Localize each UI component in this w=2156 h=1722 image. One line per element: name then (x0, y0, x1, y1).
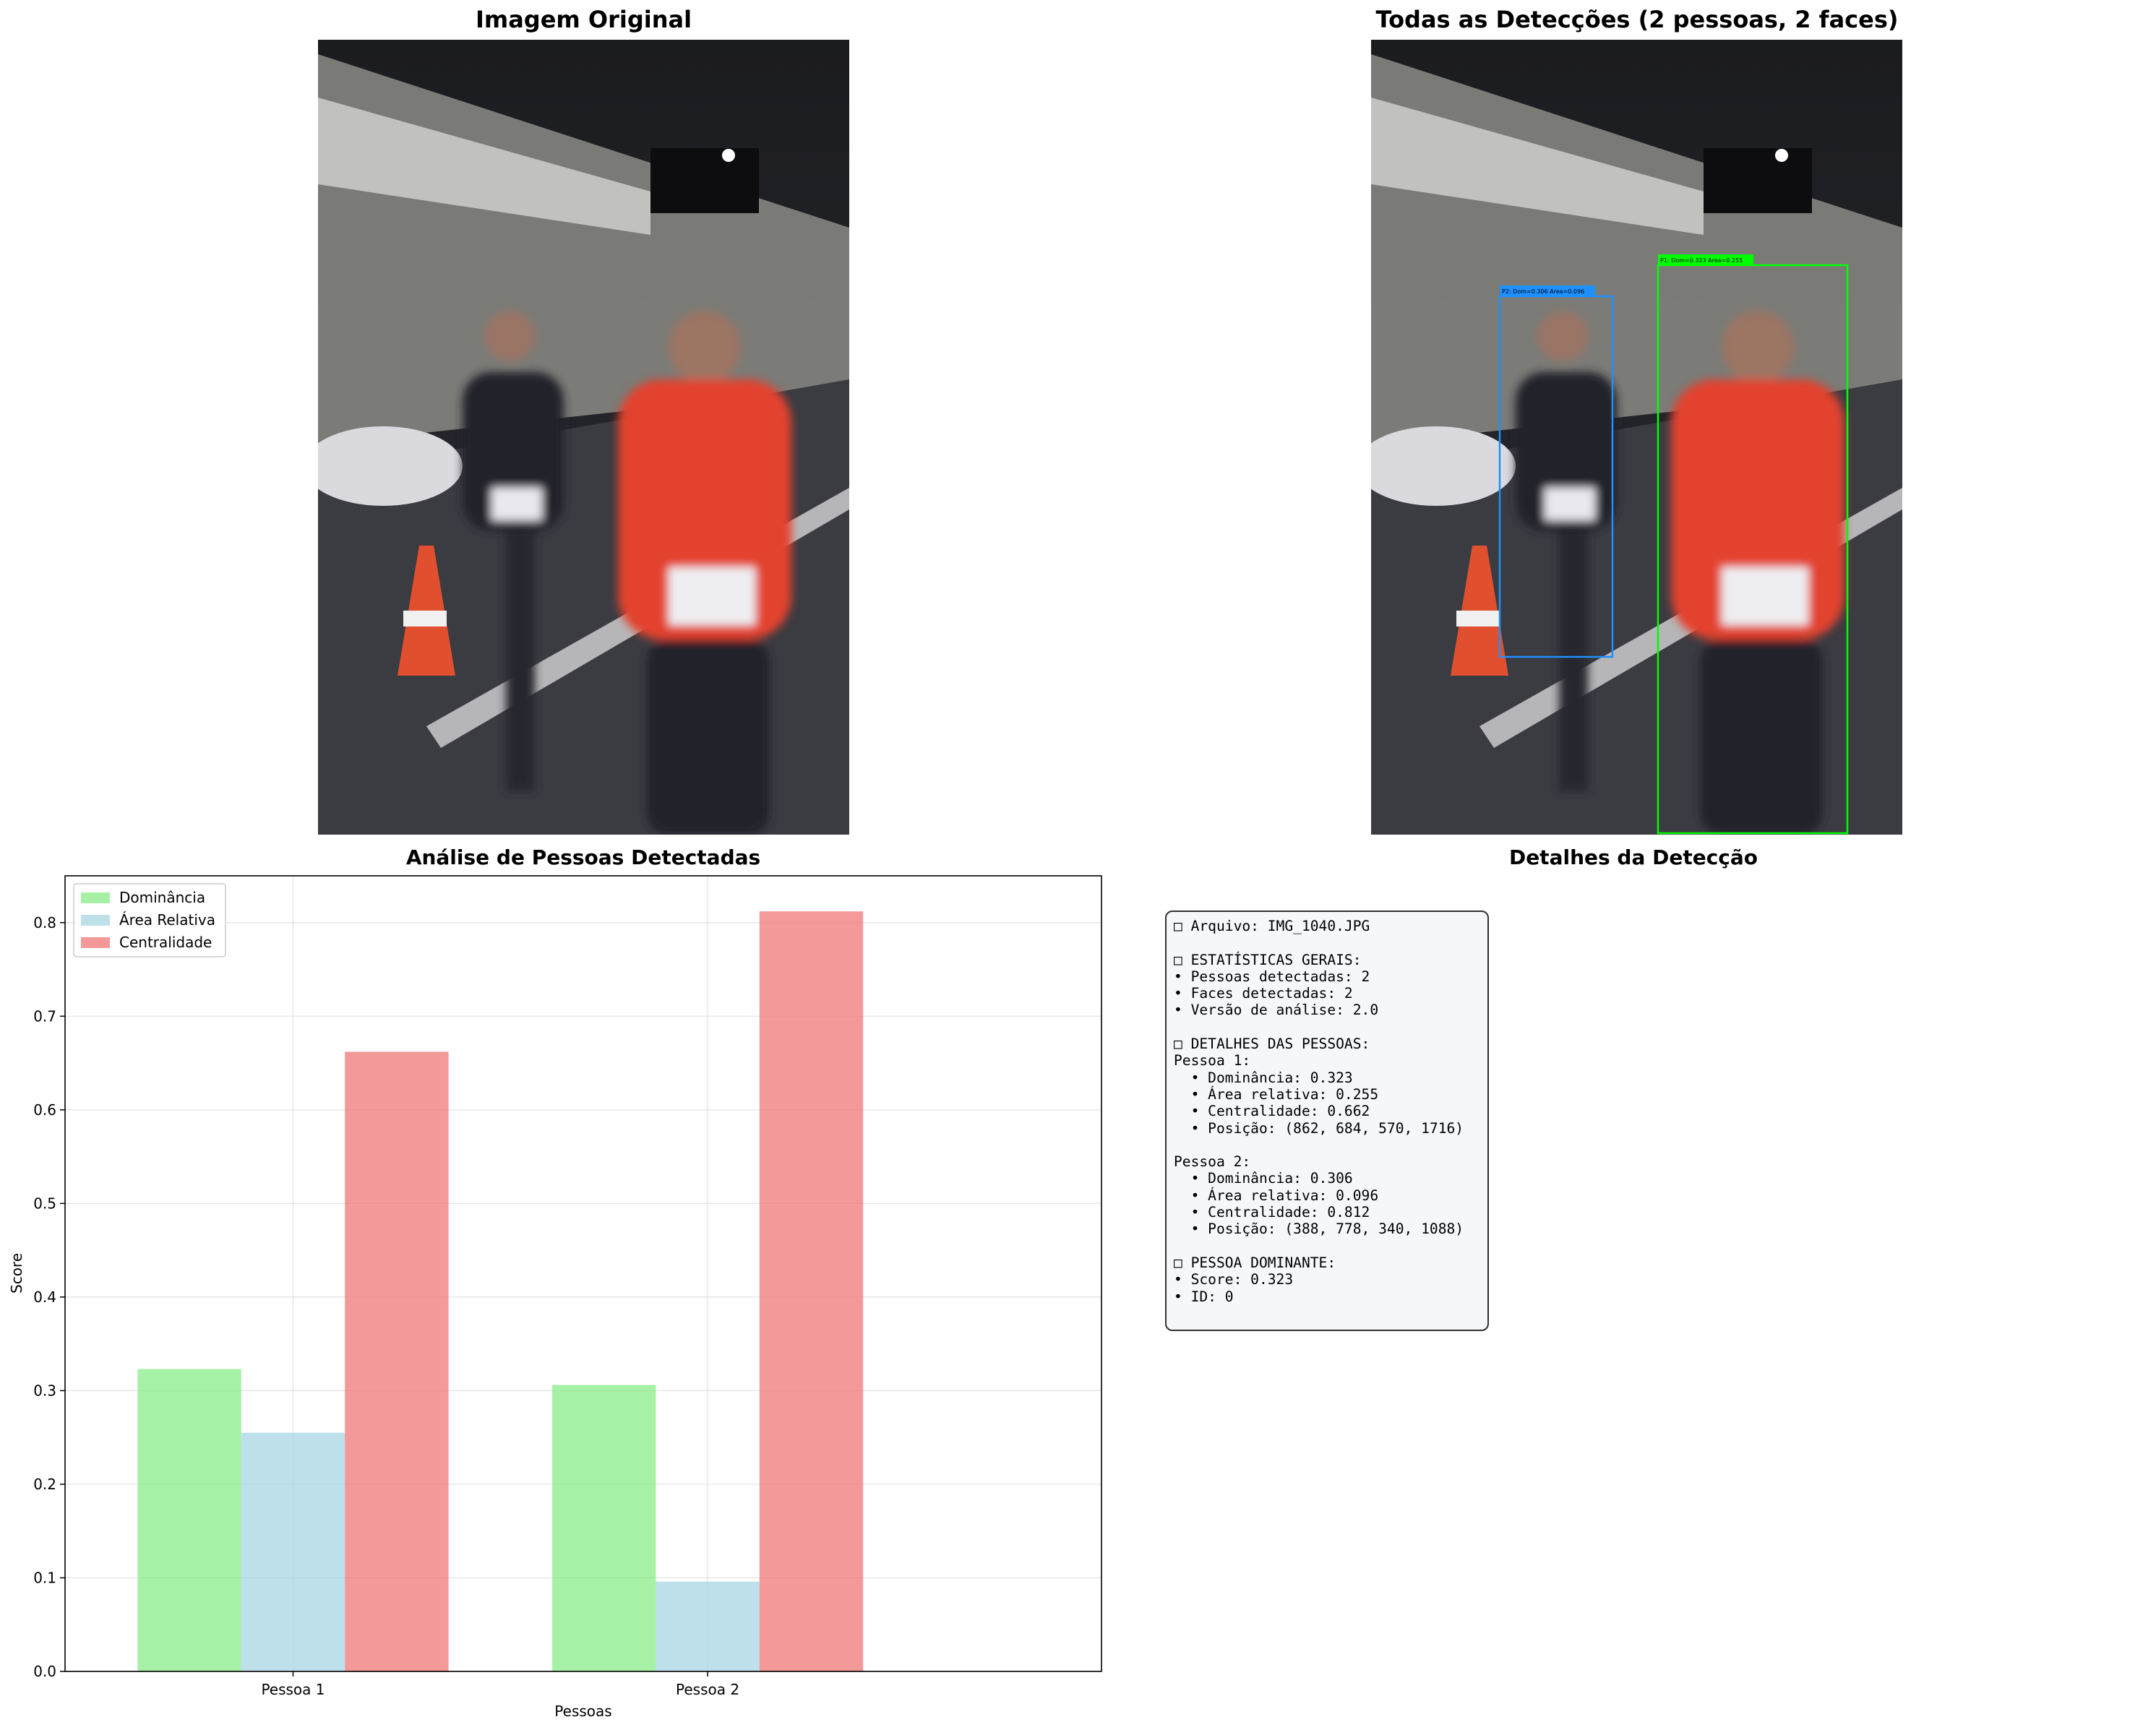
bar--rea-relativa-2 (656, 1581, 760, 1671)
details-line: Pessoa 1: (1174, 1052, 1251, 1069)
x-tick-label: Pessoa 2 (676, 1681, 739, 1698)
details-line: • Posição: (862, 684, 570, 1716) (1174, 1119, 1464, 1137)
y-tick-label: 0.2 (33, 1476, 56, 1493)
details-line: □ ESTATÍSTICAS GERAIS: (1174, 951, 1362, 968)
original-image-title: Imagem Original (475, 6, 692, 33)
details-line: □ PESSOA DOMINANTE: (1174, 1254, 1336, 1271)
details-line: • Pessoas detectadas: 2 (1174, 968, 1370, 985)
legend-swatch (81, 937, 110, 948)
y-tick-label: 0.1 (33, 1569, 56, 1586)
legend-label: Dominância (119, 889, 205, 906)
y-tick-label: 0.0 (33, 1663, 56, 1680)
details-panel: □ Arquivo: IMG_1040.JPG □ ESTATÍSTICAS G… (1165, 910, 1489, 1331)
detection-label-p1: P1: Dom=0.323 Area=0.255 (1660, 257, 1743, 264)
details-line: • Área relativa: 0.096 (1174, 1187, 1379, 1204)
legend-swatch (81, 915, 110, 926)
detection-label-p2: P2: Dom=0.306 Area=0.096 (1502, 288, 1584, 295)
legend-label: Área Relativa (119, 911, 215, 929)
details-text: □ Arquivo: IMG_1040.JPG □ ESTATÍSTICAS G… (1174, 918, 1480, 1305)
detection-label-bg-p2 (1500, 285, 1595, 296)
details-line: Pessoa 2: (1174, 1153, 1251, 1171)
bars (137, 911, 864, 1671)
details-line: □ DETALHES DAS PESSOAS: (1174, 1036, 1370, 1053)
axes: 0.0 0.1 0.2 0.3 0.4 0.5 0.6 0.7 0.8 Pessoa 1 Pesso… (33, 914, 739, 1698)
y-tick-label: 0.5 (33, 1194, 56, 1212)
detection-box-p1 (1657, 264, 1849, 835)
detection-label-bg-p1 (1658, 254, 1753, 264)
details-line: • Posição: (388, 778, 340, 1088) (1174, 1221, 1464, 1238)
original-photo (318, 40, 849, 835)
y-tick-label: 0.6 (33, 1101, 56, 1119)
legend: Dominância Área Relativa Centralidade (73, 883, 226, 957)
detections-image-title: Todas as Detecções (2 pessoas, 2 faces) (1375, 6, 1899, 33)
y-tick-label: 0.4 (33, 1288, 56, 1306)
y-tick-label: 0.3 (33, 1382, 56, 1399)
x-tick-label: Pessoa 1 (261, 1681, 325, 1698)
bar-centralidade-1 (345, 1051, 449, 1671)
bar--rea-relativa-1 (241, 1432, 345, 1671)
details-line: • Dominância: 0.306 (1174, 1170, 1353, 1187)
detections-photo: P1: Dom=0.323 Area=0.255 P2: Dom=0.306 A… (1371, 40, 1902, 835)
street-scene-with-boxes: P1: Dom=0.323 Area=0.255 P2: Dom=0.306 A… (1371, 40, 1902, 835)
bar-domin-ncia-1 (137, 1369, 241, 1671)
bar-domin-ncia-2 (551, 1385, 656, 1671)
legend-label: Centralidade (119, 934, 212, 951)
street-scene (318, 40, 849, 835)
x-axis-label: Pessoas (554, 1702, 611, 1720)
details-line: • Versão de análise: 2.0 (1174, 1002, 1379, 1019)
details-line: • Dominância: 0.323 (1174, 1069, 1353, 1086)
details-title: Detalhes da Detecção (1508, 845, 1758, 869)
y-tick-label: 0.7 (33, 1007, 56, 1025)
bar-centralidade-2 (759, 911, 864, 1671)
y-axis-label: Score (8, 1253, 25, 1293)
details-line: □ Arquivo: IMG_1040.JPG (1174, 918, 1370, 934)
details-line: • Score: 0.323 (1174, 1271, 1294, 1288)
details-line: • Centralidade: 0.662 (1174, 1103, 1370, 1120)
legend-swatch (81, 892, 110, 903)
y-tick-label: 0.8 (33, 914, 56, 931)
details-line: • Centralidade: 0.812 (1174, 1204, 1370, 1221)
details-line: • ID: 0 (1174, 1288, 1234, 1305)
detection-box-p2 (1498, 295, 1614, 658)
chart-title: Análise de Pessoas Detectadas (405, 845, 761, 869)
legend-box (73, 883, 226, 957)
plot-frame (64, 875, 1102, 1672)
bar-chart: 0.0 0.1 0.2 0.3 0.4 0.5 0.6 0.7 0.8 Pessoa 1 Pesso… (8, 875, 1102, 1720)
details-line: • Faces detectadas: 2 (1174, 985, 1353, 1002)
details-line: • Área relativa: 0.255 (1174, 1085, 1379, 1103)
